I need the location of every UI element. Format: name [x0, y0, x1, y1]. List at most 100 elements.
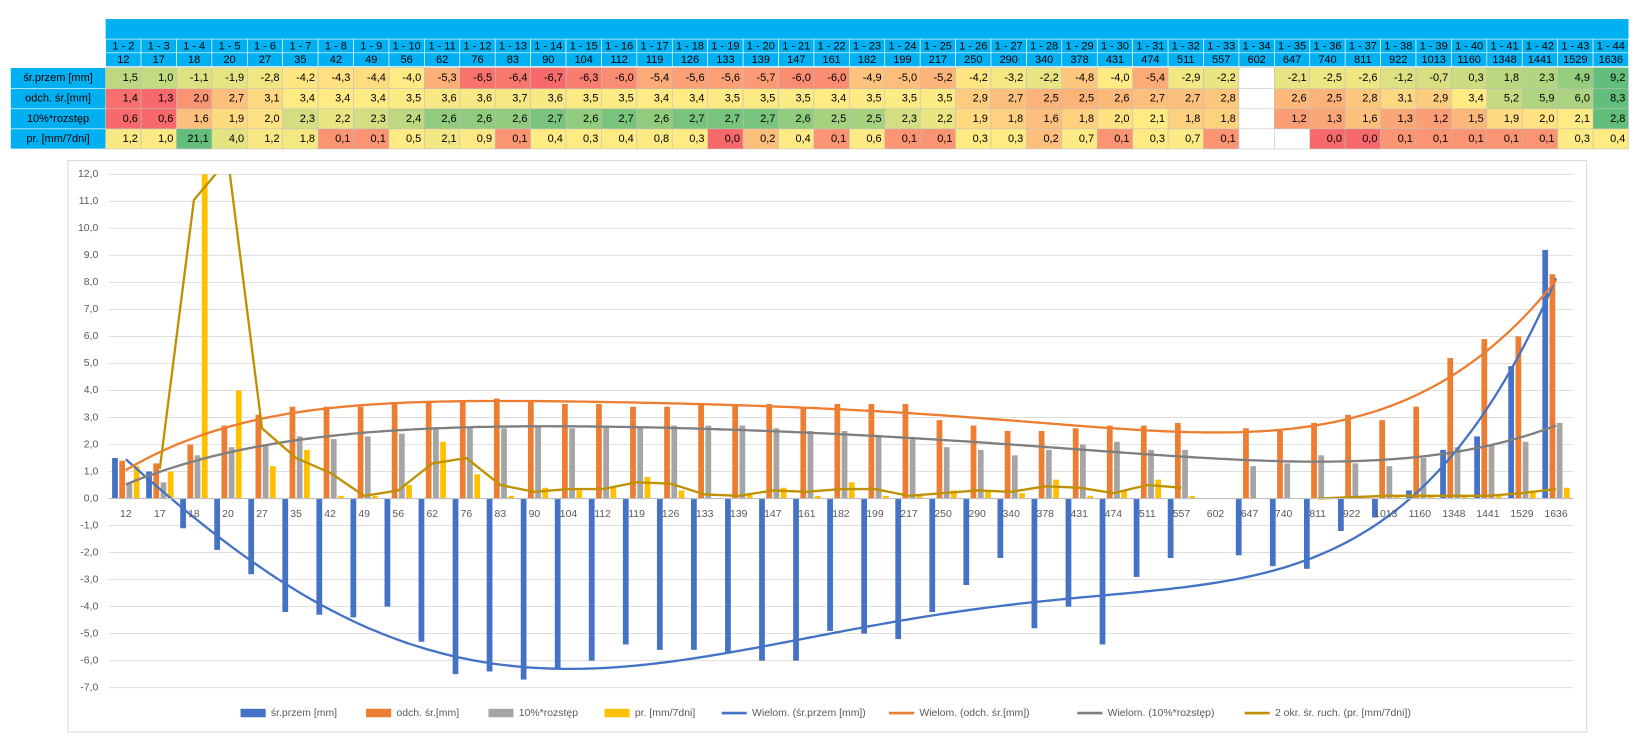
- bar: [474, 474, 481, 499]
- cell-value: 1,2: [123, 133, 138, 145]
- bar: [1352, 463, 1359, 499]
- x-tick-label: 18: [188, 508, 200, 520]
- x-tick-label: 511: [1139, 508, 1156, 520]
- cell-value: 2,1: [1575, 113, 1590, 125]
- bar: [133, 466, 140, 499]
- bar: [1529, 490, 1536, 499]
- bar: [1413, 406, 1420, 499]
- column-header: 1 - 12: [463, 40, 491, 52]
- bar: [1031, 498, 1038, 629]
- y-tick-label: -5,0: [80, 627, 98, 639]
- cell-value: 2,5: [831, 113, 846, 125]
- column-header: 1 - 20: [747, 40, 775, 52]
- column-header: 1 - 19: [711, 40, 739, 52]
- column-header: 1 - 6: [254, 40, 276, 52]
- x-tick-label: 126: [662, 508, 680, 520]
- bar: [486, 498, 493, 672]
- cell-value: 0,3: [1150, 133, 1165, 145]
- legend-label: Wielom. (odch. śr.[mm]): [919, 707, 1029, 719]
- table-top-band: [105, 19, 1629, 40]
- bar: [194, 455, 201, 499]
- row-label: 10%*rozstęp: [27, 113, 89, 125]
- column-header: 1 - 27: [995, 40, 1023, 52]
- bar: [357, 406, 364, 499]
- bar: [1508, 366, 1515, 499]
- cell-value: -5,4: [650, 72, 669, 84]
- cell-value: 2,6: [477, 113, 492, 125]
- category-header: 290: [1000, 54, 1018, 66]
- category-header: 647: [1283, 54, 1301, 66]
- cell-value: 3,4: [654, 93, 669, 105]
- cell-value: 1,9: [973, 113, 988, 125]
- cell-value: 0,1: [1504, 133, 1519, 145]
- x-tick-label: 1441: [1476, 508, 1499, 520]
- y-tick-label: 9,0: [84, 249, 99, 261]
- y-tick-label: 2,0: [84, 438, 99, 450]
- category-header: 62: [436, 54, 448, 66]
- cell-value: 1,0: [158, 133, 173, 145]
- bar: [1522, 441, 1529, 499]
- bar: [1250, 466, 1257, 499]
- cell-value: -4,2: [969, 72, 988, 84]
- cell-value: 1,4: [123, 93, 138, 105]
- cell-value: 1,9: [229, 113, 244, 125]
- column-header: 1 - 3: [148, 40, 170, 52]
- x-tick-label: 1529: [1510, 508, 1533, 520]
- cell-value: 0,3: [1468, 72, 1483, 84]
- cell-value: 2,3: [300, 113, 315, 125]
- column-header: 1 - 28: [1030, 40, 1058, 52]
- moving-average: [158, 174, 1557, 500]
- bar: [807, 430, 814, 499]
- bar: [1243, 428, 1249, 499]
- bar: [1549, 274, 1556, 499]
- category-header: 104: [575, 54, 593, 66]
- bar: [1420, 458, 1427, 499]
- cell-value: 1,2: [1291, 113, 1306, 125]
- cell-value: 2,7: [689, 113, 704, 125]
- bar: [1495, 495, 1502, 499]
- legend-label: śr.przem [mm]: [271, 707, 337, 719]
- bar: [963, 498, 970, 585]
- bar: [338, 495, 344, 499]
- cell-value: -3,2: [1004, 72, 1023, 84]
- bar: [1182, 449, 1188, 499]
- cell-value: -2,6: [1359, 72, 1378, 84]
- bar: [644, 476, 651, 499]
- trendline: [125, 424, 1557, 486]
- column-header: 1 - 13: [499, 40, 527, 52]
- bar: [384, 498, 391, 607]
- cell-value: 3,5: [618, 93, 633, 105]
- category-header: 431: [1106, 54, 1124, 66]
- category-header: 20: [223, 54, 235, 66]
- category-header: 811: [1354, 54, 1371, 66]
- cell-value: 4,9: [1575, 72, 1590, 84]
- cell-value: 1,8: [1079, 113, 1094, 125]
- cell-value: -6,4: [509, 72, 528, 84]
- cell-value: 2,3: [1539, 72, 1554, 84]
- bar: [372, 495, 378, 499]
- bar: [527, 401, 534, 499]
- column-header: 1 - 41: [1491, 40, 1519, 52]
- category-header: 182: [858, 54, 876, 66]
- y-tick-label: -3,0: [80, 573, 98, 585]
- cell-value: 2,1: [441, 133, 456, 145]
- bar: [773, 428, 780, 499]
- cell-value: 2,5: [1327, 93, 1342, 105]
- bar: [1563, 487, 1570, 499]
- cell-value: -0,7: [1429, 72, 1448, 84]
- header-cell: [1592, 52, 1629, 67]
- cell-value: 2,6: [441, 113, 456, 125]
- column-header: 1 - 23: [853, 40, 881, 52]
- x-tick-label: 35: [290, 508, 302, 520]
- bar: [554, 498, 561, 669]
- cell-value: 0,1: [831, 133, 846, 145]
- category-header: 56: [401, 54, 413, 66]
- column-header: 1 - 2: [112, 40, 134, 52]
- column-header: 1 - 21: [782, 40, 810, 52]
- cell-value: 2,6: [512, 113, 527, 125]
- cell-value: 3,4: [1468, 93, 1483, 105]
- bar: [1303, 498, 1310, 569]
- legend-label: 10%*rozstęp: [519, 707, 578, 719]
- cell-value: 3,4: [335, 93, 350, 105]
- bar: [1386, 466, 1393, 499]
